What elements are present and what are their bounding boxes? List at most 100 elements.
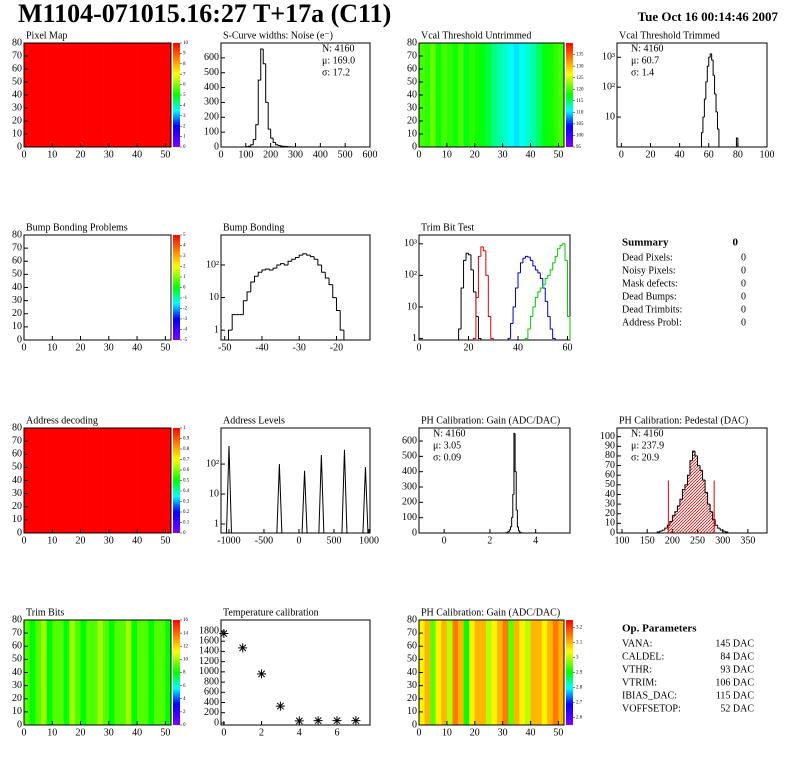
hist-bin bbox=[544, 277, 548, 285]
hist-bin bbox=[313, 256, 318, 260]
x-tick-label: 4 bbox=[297, 727, 302, 738]
spike bbox=[225, 446, 232, 534]
hist-bin bbox=[564, 243, 568, 261]
color-palette bbox=[173, 620, 180, 725]
heatmap-cell bbox=[125, 428, 138, 533]
parameter-label: VTHR: bbox=[622, 664, 652, 675]
heatmap-cell bbox=[547, 620, 554, 725]
hist-fill bbox=[684, 484, 688, 533]
y-tick-label: 20 bbox=[605, 508, 615, 519]
y-tick-label: 800 bbox=[204, 676, 219, 687]
stats-line: N: 4160 bbox=[631, 43, 664, 54]
page-date: Tue Oct 16 00:14:46 2007 bbox=[638, 9, 779, 24]
heatmap-cell bbox=[547, 43, 554, 147]
hist-bin bbox=[704, 480, 708, 494]
hist-bin bbox=[485, 250, 489, 276]
y-tick-label: 10² bbox=[206, 458, 219, 469]
panel: Bump Bonding -50 -40 -30 -20 1 10 10² bbox=[206, 222, 371, 353]
hist-fill bbox=[695, 455, 698, 533]
hist-bin bbox=[524, 338, 528, 340]
x-tick-label: 250 bbox=[690, 535, 705, 546]
x-tick-label: 30 bbox=[104, 535, 114, 546]
x-tick-label: 600 bbox=[363, 149, 378, 160]
hist-bin bbox=[458, 328, 462, 340]
heatmap-cell bbox=[57, 43, 70, 147]
y-tick-label: 80 bbox=[407, 614, 417, 625]
hist-bin bbox=[681, 489, 685, 500]
hist-bin bbox=[707, 492, 711, 505]
y-tick-label: 0 bbox=[17, 719, 22, 730]
x-tick-label: 0 bbox=[22, 342, 27, 353]
y-tick-label: 60 bbox=[407, 641, 417, 652]
x-tick-label: 0 bbox=[22, 149, 27, 160]
stats-line: μ: 169.0 bbox=[322, 55, 355, 66]
x-tick-label: 10 bbox=[47, 535, 57, 546]
z-tick-label: 1 bbox=[183, 135, 186, 140]
y-tick-label: 100 bbox=[402, 512, 417, 523]
x-tick-label: 350 bbox=[740, 535, 755, 546]
heatmap-cell bbox=[69, 43, 81, 147]
panel-title: S-Curve widths: Noise (e⁻) bbox=[223, 30, 333, 41]
z-tick-label: 110 bbox=[576, 110, 584, 115]
x-tick-label: 40 bbox=[132, 727, 142, 738]
z-tick-label: 8 bbox=[183, 671, 186, 676]
y-tick-label: 500 bbox=[204, 67, 219, 78]
z-tick-label: 2.6 bbox=[576, 716, 583, 721]
hist-bin bbox=[472, 269, 476, 293]
star-marker bbox=[219, 629, 229, 639]
y-tick-label: 400 bbox=[402, 466, 417, 477]
x-tick-label: 0 bbox=[221, 727, 226, 738]
x-tick-label: -500 bbox=[255, 535, 273, 546]
x-tick-label: 20 bbox=[470, 149, 480, 160]
parameter-value: 84 DAC bbox=[720, 651, 754, 662]
x-tick-label: 20 bbox=[76, 149, 86, 160]
hist-bin bbox=[689, 460, 693, 476]
y-tick-label: 60 bbox=[407, 63, 417, 74]
z-tick-label: 12 bbox=[183, 644, 189, 649]
x-tick-label: 0 bbox=[219, 149, 224, 160]
hist-bin bbox=[257, 79, 261, 125]
heatmap-cell bbox=[519, 43, 526, 147]
heatmap-cell bbox=[491, 43, 498, 147]
hist-bin bbox=[659, 530, 663, 533]
y-tick-label: 1 bbox=[214, 518, 219, 529]
hist-bin bbox=[718, 128, 721, 148]
y-tick-label: 10 bbox=[605, 111, 615, 122]
heatmap-cell bbox=[114, 620, 121, 725]
hist-bin bbox=[490, 316, 494, 340]
x-tick-label: 2 bbox=[259, 727, 264, 738]
heatmap-cell bbox=[513, 620, 520, 725]
hist-bin bbox=[328, 277, 333, 286]
hist-bin bbox=[277, 144, 281, 147]
hist-bin bbox=[298, 254, 303, 258]
heatmap-cell bbox=[424, 43, 431, 147]
heatmap-cell bbox=[86, 620, 93, 725]
color-palette bbox=[173, 428, 180, 533]
y-tick-label: 10 bbox=[209, 488, 219, 499]
hist-bin bbox=[324, 272, 330, 279]
z-tick-label: 5 bbox=[183, 233, 186, 238]
z-tick-label: 14 bbox=[183, 631, 189, 636]
z-tick-label: 105 bbox=[576, 122, 584, 127]
color-palette bbox=[173, 235, 180, 340]
heatmap-cell bbox=[125, 620, 132, 725]
parameter-label: IBIAS_DAC: bbox=[622, 690, 677, 701]
heatmap-cell bbox=[142, 620, 149, 725]
hist-bin bbox=[529, 257, 533, 261]
heatmap-cell bbox=[40, 620, 47, 725]
heatmap-cell bbox=[502, 43, 509, 147]
z-tick-label: 0 bbox=[183, 531, 186, 536]
hist-bin bbox=[510, 526, 512, 530]
x-tick-label: -20 bbox=[330, 342, 343, 353]
hist-fill bbox=[710, 511, 713, 533]
summary-label: Mask defects: bbox=[622, 278, 678, 289]
y-tick-label: 40 bbox=[12, 282, 22, 293]
heatmap-cell bbox=[474, 43, 481, 147]
stats-line: N: 4160 bbox=[631, 428, 664, 439]
x-tick-label: 0 bbox=[417, 149, 422, 160]
hist-bin bbox=[270, 129, 274, 139]
heatmap-cell bbox=[159, 428, 172, 533]
panel-title: Address decoding bbox=[26, 415, 98, 426]
x-tick-label: 50 bbox=[160, 342, 170, 353]
